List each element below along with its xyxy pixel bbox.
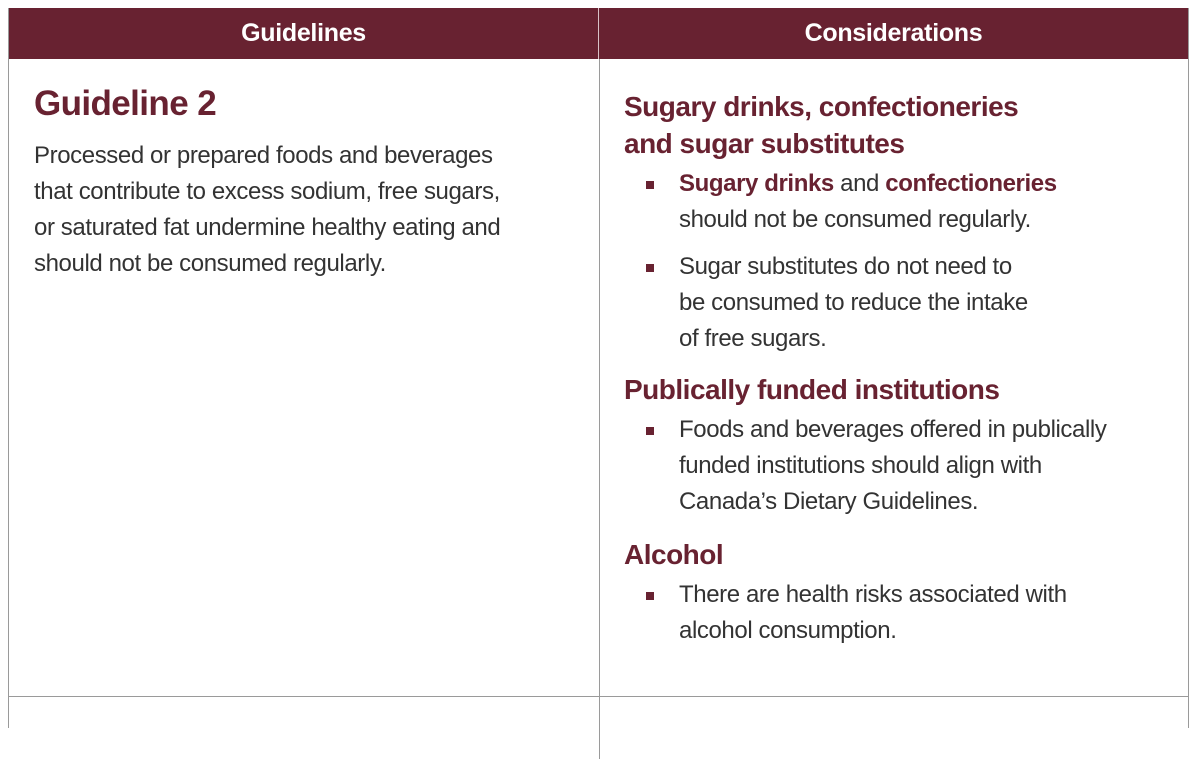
guideline-line: should not be consumed regularly. (34, 250, 386, 277)
bold-term-confectioneries: confectioneries (885, 170, 1057, 197)
square-bullet-icon (646, 264, 654, 272)
bullet-text: Canada’s Dietary Guidelines. (679, 488, 979, 515)
considerations-cell: Sugary drinks, confectioneries and sugar… (624, 88, 1174, 660)
section-alcohol: Alcohol There are health risks associate… (624, 536, 1174, 649)
column-divider (599, 59, 600, 759)
guideline-line: that contribute to excess sodium, free s… (34, 178, 500, 205)
section-heading: Alcohol (624, 539, 724, 570)
bullet-text: of free sugars. (679, 325, 827, 352)
list-item: Sugar substitutes do not need to be cons… (624, 249, 1174, 357)
guideline-line: or saturated fat undermine healthy eatin… (34, 214, 501, 241)
guideline-description: Processed or prepared foods and beverage… (34, 138, 564, 282)
section-heading: Sugary drinks, confectioneries and sugar… (624, 88, 1174, 162)
table-header-row: Guidelines Considerations (9, 8, 1188, 59)
section-heading-line: and sugar substitutes (624, 128, 905, 159)
bullet-list: Sugary drinks and confectioneries should… (624, 166, 1174, 357)
section-public-institutions: Publically funded institutions Foods and… (624, 371, 1174, 520)
bullet-text: Foods and beverages offered in publicall… (679, 416, 1107, 443)
square-bullet-icon (646, 181, 654, 189)
bullet-text: Sugar substitutes do not need to (679, 253, 1012, 280)
guideline-title: Guideline 2 (34, 84, 217, 123)
guideline-line: Processed or prepared foods and beverage… (34, 142, 493, 169)
guidelines-table: Guidelines Considerations (8, 8, 1189, 759)
bullet-text: be consumed to reduce the intake (679, 289, 1028, 316)
bullet-text: should not be consumed regularly. (679, 206, 1031, 233)
bullet-text: alcohol consumption. (679, 617, 897, 644)
section-heading: Publically funded institutions (624, 374, 1000, 405)
section-sugary-drinks: Sugary drinks, confectioneries and sugar… (624, 88, 1174, 357)
row-divider (9, 696, 1188, 697)
list-item: Sugary drinks and confectioneries should… (624, 166, 1174, 238)
list-item: There are health risks associated with a… (624, 577, 1174, 649)
bullet-list: Foods and beverages offered in publicall… (624, 412, 1174, 520)
bold-term-sugary-drinks: Sugary drinks (679, 170, 834, 197)
header-considerations: Considerations (804, 19, 983, 47)
bullet-text: and (833, 170, 886, 197)
bullet-text: funded institutions should align with (679, 452, 1042, 479)
list-item: Foods and beverages offered in publicall… (624, 412, 1174, 520)
guideline-cell: Guideline 2 Processed or prepared foods … (34, 84, 564, 282)
header-guidelines: Guidelines (9, 8, 599, 59)
section-heading-line: Sugary drinks, confectioneries (624, 91, 1019, 122)
bullet-text: There are health risks associated with (679, 581, 1067, 608)
bullet-list: There are health risks associated with a… (624, 577, 1174, 649)
square-bullet-icon (646, 592, 654, 600)
square-bullet-icon (646, 427, 654, 435)
